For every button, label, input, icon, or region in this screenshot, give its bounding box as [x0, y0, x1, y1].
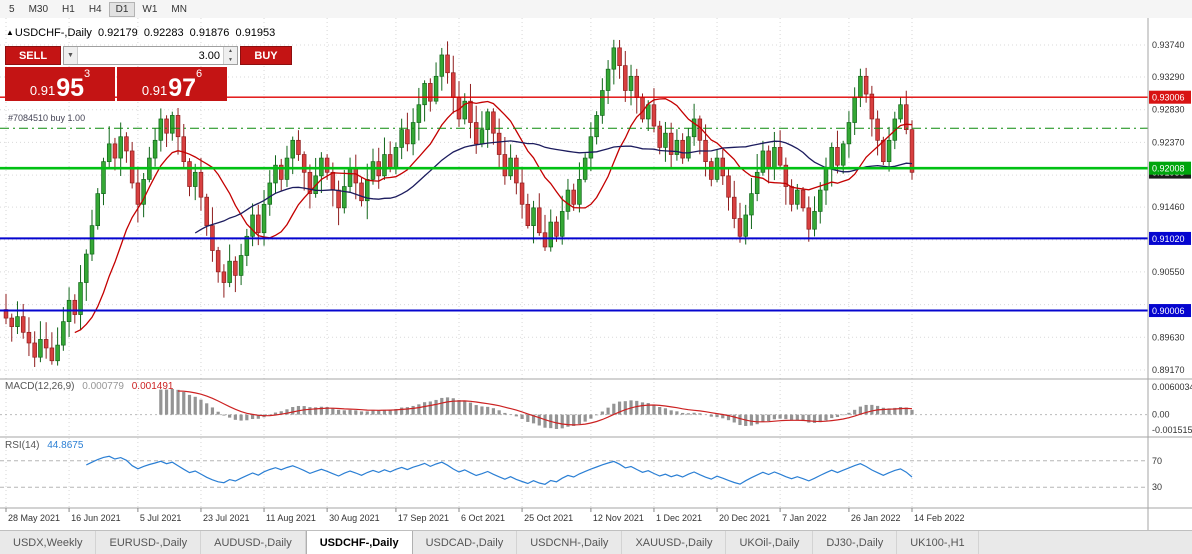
svg-text:11 Aug 2021: 11 Aug 2021 — [266, 513, 316, 523]
volume-spinner: ▲ ▼ — [223, 47, 237, 64]
sell-price-pips: 95 — [56, 73, 84, 102]
svg-text:0.90550: 0.90550 — [1152, 267, 1185, 277]
timeframe-button-h4[interactable]: H4 — [88, 3, 102, 15]
macd-value: 0.000779 — [82, 381, 124, 392]
buy-price-pips: 97 — [168, 73, 196, 102]
timeframe-button-w1[interactable]: W1 — [142, 3, 158, 15]
svg-text:0.0060034: 0.0060034 — [1152, 382, 1192, 392]
timeframe-button-m30[interactable]: M30 — [28, 3, 49, 15]
svg-text:0.92830: 0.92830 — [1152, 105, 1185, 115]
svg-text:12 Nov 2021: 12 Nov 2021 — [593, 513, 644, 523]
svg-text:16 Jun 2021: 16 Jun 2021 — [71, 513, 121, 523]
macd-signal-line — [177, 390, 913, 426]
chart-tab-eurusd-daily[interactable]: EURUSD-,Daily — [96, 531, 202, 554]
timeframe-button-5[interactable]: 5 — [9, 3, 15, 15]
sell-button[interactable]: SELL — [5, 46, 61, 65]
panel-frames — [0, 18, 1192, 530]
chart-grid — [0, 18, 1148, 508]
svg-text:0.93006: 0.93006 — [1152, 93, 1185, 103]
macd-name: MACD(12,26,9) — [5, 381, 75, 392]
chart-symbol-label: USDCHF-,Daily — [14, 27, 92, 39]
chart-tab-bar: USDX,Weekly EURUSD-,Daily AUDUSD-,Daily USD… — [0, 530, 1192, 554]
chart-tab-ukoil-daily[interactable]: UKOil-,Daily — [726, 531, 814, 554]
chart-tab-dj30-daily[interactable]: DJ30-,Daily — [813, 531, 898, 554]
volume-input[interactable] — [78, 47, 223, 64]
ma-13-line — [74, 98, 913, 334]
volume-dropdown-arrow-icon[interactable]: ▼ — [64, 47, 78, 64]
svg-text:0.00: 0.00 — [1152, 410, 1170, 420]
svg-text:0.92008: 0.92008 — [1152, 164, 1185, 174]
svg-text:70: 70 — [1152, 456, 1162, 466]
macd-signal-value: 0.001491 — [131, 381, 174, 392]
rsi-indicator-label: RSI(14) 44.8675 — [5, 440, 83, 451]
svg-text:7 Jan 2022: 7 Jan 2022 — [782, 513, 827, 523]
svg-text:5 Jul 2021: 5 Jul 2021 — [140, 513, 182, 523]
rsi-value: 44.8675 — [47, 440, 84, 451]
svg-text:17 Sep 2021: 17 Sep 2021 — [398, 513, 449, 523]
chart-tab-usdchf-daily[interactable]: USDCHF-,Daily — [305, 531, 413, 554]
horizontal-line-support-blue-2[interactable]: 0.90006 — [0, 304, 1191, 318]
chart-tab-uk100-h1[interactable]: UK100-,H1 — [897, 531, 979, 554]
open-position-label[interactable]: #7084510 buy 1.00 — [8, 113, 86, 123]
volume-decrease-icon[interactable]: ▼ — [224, 55, 237, 64]
chart-tab-xauusd-daily[interactable]: XAUUSD-,Daily — [622, 531, 727, 554]
svg-text:6 Oct 2021: 6 Oct 2021 — [461, 513, 505, 523]
chart-tab-usdcnh-daily[interactable]: USDCNH-,Daily — [517, 531, 623, 554]
svg-text:25 Oct 2021: 25 Oct 2021 — [524, 513, 573, 523]
volume-control: ▼ ▲ ▼ — [63, 46, 238, 65]
ma-34-line — [194, 140, 913, 234]
buy-price-display[interactable]: 0.91 97 6 — [117, 67, 227, 101]
sell-price-point: 3 — [84, 68, 91, 80]
svg-text:14 Feb 2022: 14 Feb 2022 — [914, 513, 965, 523]
svg-text:-0.0015150: -0.0015150 — [1152, 425, 1192, 435]
moving-averages — [74, 98, 913, 334]
svg-text:0.93290: 0.93290 — [1152, 72, 1185, 82]
rsi-line — [86, 455, 913, 485]
chart-tab-audusd-daily[interactable]: AUDUSD-,Daily — [201, 531, 306, 554]
svg-text:30 Aug 2021: 30 Aug 2021 — [329, 513, 380, 523]
chart-title: ▲USDCHF-,Daily 0.92179 0.92283 0.91876 0… — [6, 27, 278, 39]
svg-text:20 Dec 2021: 20 Dec 2021 — [719, 513, 770, 523]
svg-text:30: 30 — [1152, 482, 1162, 492]
rsi-panel: 70 30 — [0, 455, 1162, 492]
svg-text:0.91020: 0.91020 — [1152, 234, 1185, 244]
sell-price-big-figure: 0.91 — [29, 82, 56, 98]
svg-text:28 May 2021: 28 May 2021 — [8, 513, 60, 523]
svg-text:0.91460: 0.91460 — [1152, 202, 1185, 212]
buy-price-point: 6 — [196, 68, 203, 80]
buy-button[interactable]: BUY — [240, 46, 292, 65]
chart-canvas[interactable]: 0.919530.930060.920080.910200.900060.937… — [0, 18, 1192, 530]
macd-panel: 0.0060034 0.00 -0.0015150 — [0, 382, 1192, 435]
timeframe-toolbar: 5 M30 H1 H4 D1 W1 MN — [0, 0, 1192, 19]
volume-increase-icon[interactable]: ▲ — [224, 47, 237, 56]
ohlc-close: 0.91953 — [235, 27, 276, 39]
svg-text:0.89630: 0.89630 — [1152, 332, 1185, 342]
macd-indicator-label: MACD(12,26,9) 0.000779 0.001491 — [5, 381, 173, 392]
ohlc-open: 0.92179 — [97, 27, 138, 39]
svg-text:1 Dec 2021: 1 Dec 2021 — [656, 513, 702, 523]
svg-text:26 Jan 2022: 26 Jan 2022 — [851, 513, 901, 523]
horizontal-line-support-green[interactable]: 0.92008 — [0, 161, 1191, 175]
ohlc-high: 0.92283 — [143, 27, 184, 39]
chart-tab-usdcad-daily[interactable]: USDCAD-,Daily — [413, 531, 518, 554]
collapse-arrow-icon[interactable]: ▲ — [6, 28, 14, 37]
price-axis: 0.93740 0.93290 0.92830 0.92370 0.91460 0.905… — [1152, 40, 1185, 375]
buy-price-big-figure: 0.91 — [141, 82, 168, 98]
date-axis: 28 May 2021 16 Jun 2021 5 Jul 2021 23 Jul 2… — [5, 508, 965, 523]
svg-text:0.90006: 0.90006 — [1152, 306, 1185, 316]
timeframe-button-h1[interactable]: H1 — [62, 3, 75, 15]
timeframe-button-mn[interactable]: MN — [171, 3, 187, 15]
horizontal-line-support-blue-1[interactable]: 0.91020 — [0, 231, 1191, 245]
one-click-trading-panel: SELL ▼ ▲ ▼ BUY 0.91 95 3 0.91 97 6 — [5, 46, 292, 101]
sell-price-display[interactable]: 0.91 95 3 — [5, 67, 115, 101]
ohlc-low: 0.91876 — [189, 27, 230, 39]
svg-text:0.93740: 0.93740 — [1152, 40, 1185, 50]
rsi-name: RSI(14) — [5, 440, 40, 451]
svg-text:23 Jul 2021: 23 Jul 2021 — [203, 513, 250, 523]
chart-tab-usdx-weekly[interactable]: USDX,Weekly — [0, 531, 97, 554]
svg-text:0.89170: 0.89170 — [1152, 365, 1185, 375]
svg-text:0.92370: 0.92370 — [1152, 137, 1185, 147]
timeframe-button-d1[interactable]: D1 — [108, 1, 136, 17]
